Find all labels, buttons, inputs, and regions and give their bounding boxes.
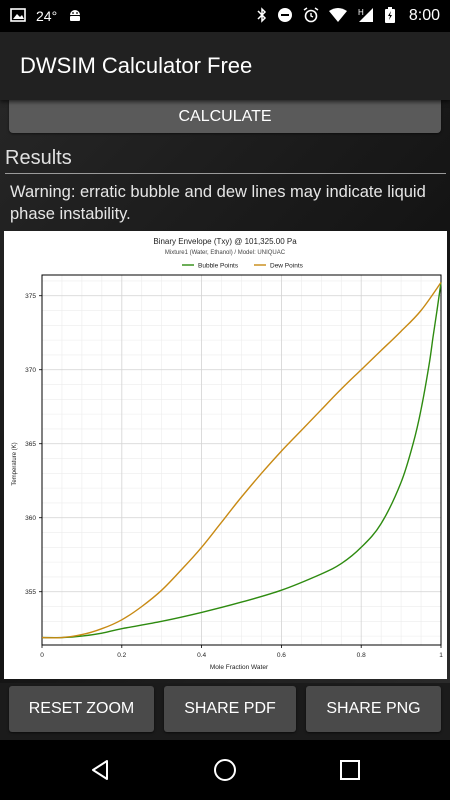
y-tick-label: 375: [25, 293, 36, 300]
back-icon[interactable]: [88, 758, 112, 787]
clock: 8:00: [408, 7, 440, 24]
battery-charging-icon: [384, 6, 395, 26]
txy-chart[interactable]: 0 0.2 0.4 0.6 0.8 1 355 360 365 370 375 Binary Env…: [4, 231, 447, 679]
x-tick-label: 0.2: [117, 652, 126, 659]
legend-bubble-points-label: Bubble Points: [198, 263, 239, 270]
chart-subtitle: Mixture1 (Water, Ethanol) / Model: UNIQU…: [165, 250, 286, 256]
main-content[interactable]: CALCULATE Results Warning: erratic bubbl…: [0, 100, 450, 683]
svg-text:H: H: [358, 8, 364, 17]
x-tick-label: 0.8: [357, 652, 366, 659]
do-not-disturb-icon: [277, 7, 293, 26]
x-tick-label: 1: [439, 652, 443, 659]
y-tick-label: 365: [25, 441, 36, 448]
wifi-icon: [328, 7, 347, 25]
x-tick-label: 0.6: [277, 652, 286, 659]
dew-points-line: [41, 281, 442, 639]
image-notification-icon: [10, 7, 26, 25]
notification-temperature: 24°: [36, 8, 58, 24]
status-bar-left: 24°: [10, 7, 83, 26]
share-pdf-button[interactable]: SHARE PDF: [164, 686, 296, 732]
share-png-button[interactable]: SHARE PNG: [306, 686, 441, 732]
x-axis-label: Mole Fraction Water: [210, 664, 269, 671]
app-bar: DWSIM Calculator Free: [0, 32, 450, 100]
x-tick-label: 0: [40, 652, 44, 659]
y-axis-label: Temperature (K): [12, 442, 18, 485]
y-tick-label: 360: [25, 515, 36, 522]
chart-grid: [41, 275, 442, 645]
y-tick-label: 355: [25, 589, 36, 596]
results-heading: Results: [5, 147, 72, 169]
recents-icon[interactable]: [338, 758, 362, 787]
bubble-points-line: [41, 282, 442, 639]
home-icon[interactable]: [213, 758, 237, 787]
calculate-button[interactable]: CALCULATE: [9, 100, 441, 133]
action-buttons: RESET ZOOM SHARE PDF SHARE PNG: [0, 683, 450, 738]
legend-dew-points-label: Dew Points: [270, 263, 304, 270]
android-icon: [67, 7, 83, 26]
app-title: DWSIM Calculator Free: [20, 53, 253, 78]
chart-axes: 0 0.2 0.4 0.6 0.8 1 355 360 365 370 375: [25, 293, 443, 659]
x-tick-label: 0.4: [197, 652, 206, 659]
plot-area-border: [41, 274, 442, 646]
reset-zoom-button[interactable]: RESET ZOOM: [9, 686, 154, 732]
warning-message: Warning: erratic bubble and dew lines ma…: [10, 183, 426, 223]
cellular-signal-icon: H: [357, 7, 375, 26]
status-bar-right: H 8:00: [257, 6, 440, 26]
chart-title: Binary Envelope (Txy) @ 101,325.00 Pa: [153, 237, 297, 246]
y-tick-label: 370: [25, 367, 36, 374]
bluetooth-icon: [257, 6, 267, 26]
navigation-bar: [0, 740, 450, 800]
alarm-icon: [303, 6, 319, 26]
chart-canvas[interactable]: 0 0.2 0.4 0.6 0.8 1 355 360 365 370 375 Binary Env…: [4, 231, 447, 679]
chart-legend: Bubble Points Dew Points: [182, 263, 304, 270]
status-bar: 24° H 8:00: [0, 0, 450, 32]
results-divider: [5, 173, 446, 174]
chart-series: [41, 281, 442, 639]
